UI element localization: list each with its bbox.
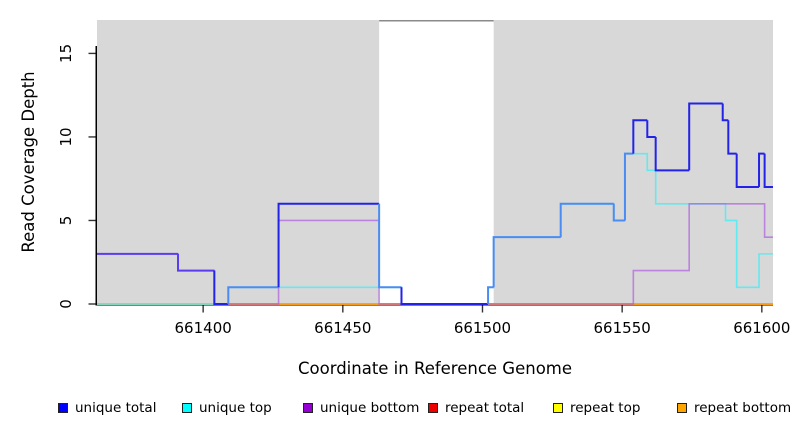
series-unique-total-line <box>277 202 380 288</box>
legend-item-unique-top: unique top <box>182 398 272 418</box>
y-axis-title: Read Coverage Depth <box>19 71 38 252</box>
legend-label: repeat total <box>445 400 525 416</box>
series-unique-total-line <box>559 202 614 238</box>
x-tick-label: 661500 <box>454 319 511 337</box>
series-unique-total-line <box>400 287 489 305</box>
legend-label: unique top <box>199 400 272 416</box>
shaded-region <box>97 20 380 304</box>
series-unique-total-line <box>227 286 279 304</box>
legend-swatch <box>182 403 192 413</box>
series-unique-total-line <box>727 120 737 155</box>
series-unique-total-line <box>487 286 494 304</box>
shaded-regions <box>97 20 773 304</box>
series-unique-total-line <box>612 203 625 222</box>
legend-swatch <box>428 403 438 413</box>
series-unique-total-line <box>763 153 773 189</box>
series-unique-total-line <box>213 270 229 305</box>
x-tick-label: 661550 <box>594 319 651 337</box>
legend-item-repeat-top: repeat top <box>553 398 640 418</box>
series-unique-total-line <box>654 136 690 172</box>
series-unique-total-line <box>688 102 723 171</box>
legend-swatch <box>553 403 563 413</box>
y-tick-label: 5 <box>57 216 75 226</box>
series-unique-total-line <box>721 103 729 122</box>
series-unique-total-line <box>623 152 634 221</box>
series-unique-total-line <box>177 253 215 272</box>
x-tick-label: 661450 <box>314 319 371 337</box>
y-tick-label: 15 <box>57 44 75 63</box>
legend: unique total unique top unique bottom repea… <box>0 398 792 420</box>
legend-swatch <box>58 403 68 413</box>
x-tick-label: 661600 <box>733 319 790 337</box>
series-unique-total-line <box>735 153 760 189</box>
series-unique-total-line <box>632 119 648 154</box>
series-unique-total-line <box>378 203 402 289</box>
series-unique-total-line <box>646 120 656 138</box>
x-axis-title: Coordinate in Reference Genome <box>298 359 572 378</box>
legend-item-unique-bottom: unique bottom <box>303 398 419 418</box>
legend-label: unique bottom <box>320 400 420 416</box>
series-lines <box>97 102 773 305</box>
x-tick-label: 661400 <box>175 319 232 337</box>
legend-swatch <box>677 403 687 413</box>
legend-label: repeat bottom <box>694 400 792 416</box>
legend-item-unique-total: unique total <box>58 398 156 418</box>
axis-tick-labels: 661400 661450 661500 661550 661600 0 5 10 15 <box>57 44 790 337</box>
legend-item-repeat-bottom: repeat bottom <box>677 398 791 418</box>
shaded-region <box>493 20 773 304</box>
series-unique-total-line <box>758 152 765 188</box>
y-tick-label: 0 <box>57 299 75 309</box>
y-tick-label: 10 <box>57 127 75 146</box>
legend-label: repeat top <box>570 400 641 416</box>
axis-ticks <box>88 52 763 313</box>
series-unique-total-line <box>492 236 561 288</box>
legend-label: unique total <box>75 400 157 416</box>
legend-swatch <box>303 403 313 413</box>
legend-item-repeat-total: repeat total <box>428 398 524 418</box>
